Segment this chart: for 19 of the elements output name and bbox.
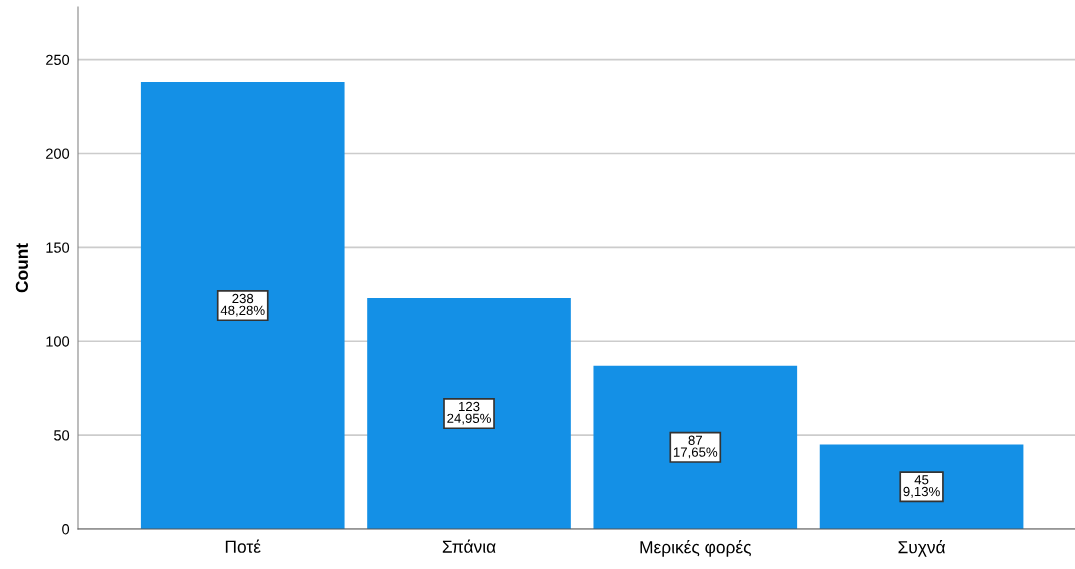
x-tick-label: Μερικές φορές xyxy=(640,540,751,557)
data-label: 238 48,28% xyxy=(220,293,265,317)
x-tick-label: Σπάνια xyxy=(442,539,496,553)
y-axis-title: Count xyxy=(15,243,29,293)
y-tick-label: 50 xyxy=(54,430,70,441)
x-tick-label: Συχνά xyxy=(898,540,946,557)
bar xyxy=(593,365,798,529)
x-tick-label: Ποτέ xyxy=(225,539,261,553)
data-label: 123 24,95% xyxy=(447,401,491,425)
data-label: 45 9,13% xyxy=(903,475,940,498)
data-label: 87 17,65% xyxy=(673,435,718,459)
bar xyxy=(819,444,1024,529)
y-tick-label: 250 xyxy=(46,54,70,65)
bar xyxy=(367,298,571,529)
y-tick-label: 200 xyxy=(46,148,70,159)
y-tick-label: 0 xyxy=(62,524,70,535)
bar xyxy=(140,82,345,529)
y-tick-label: 150 xyxy=(46,242,70,253)
y-tick-label: 100 xyxy=(46,336,70,347)
